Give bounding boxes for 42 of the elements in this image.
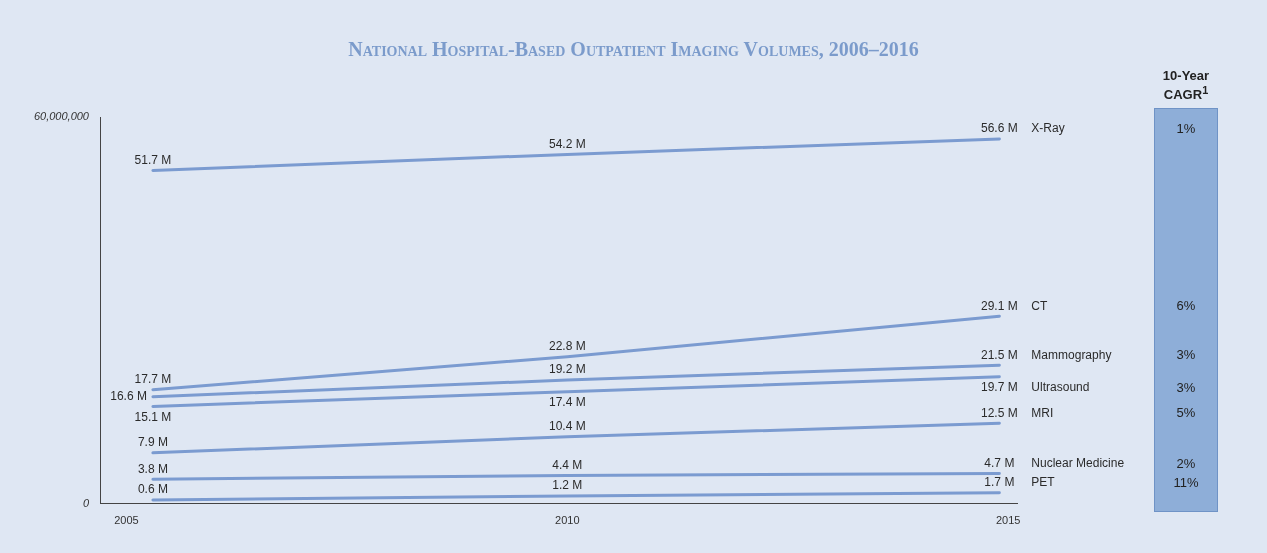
- text: 3%: [1175, 379, 1197, 395]
- text: Ultrasound: [1031, 380, 1090, 395]
- x-tick-label: 2005: [114, 514, 139, 527]
- data-label: 17.7 M: [134, 372, 172, 387]
- text: X-Ray: [1031, 121, 1065, 136]
- data-label: 19.7 M: [981, 380, 1018, 395]
- data-label: 51.7 M: [134, 152, 172, 167]
- text: 6%: [1175, 298, 1197, 314]
- text: 10-Year CAGR$^{1}$: [1161, 68, 1211, 103]
- text: Mammography: [1031, 347, 1112, 362]
- text: 1%: [1175, 120, 1197, 136]
- text: PET: [1031, 475, 1056, 490]
- y-tick-label: 0: [82, 496, 90, 509]
- data-label: 4.7 M: [984, 455, 1015, 470]
- data-label: 4.4 M: [552, 457, 583, 472]
- text: 3%: [1175, 347, 1197, 363]
- data-label: 3.8 M: [137, 461, 168, 476]
- text: Nuclear Medicine: [1031, 455, 1125, 470]
- data-label: 16.6 M: [110, 389, 147, 404]
- text: 5%: [1175, 405, 1197, 421]
- x-tick-label: 2010: [555, 514, 580, 527]
- y-tick-label: 60,000,000: [33, 110, 90, 123]
- text: CT: [1031, 298, 1049, 313]
- data-label: 10.4 M: [548, 419, 586, 434]
- data-label: 19.2 M: [548, 362, 586, 377]
- text: 2%: [1175, 455, 1197, 471]
- data-label: 29.1 M: [981, 298, 1018, 313]
- text: 11%: [1172, 474, 1200, 490]
- data-label: 1.2 M: [552, 478, 583, 493]
- data-label: 56.6 M: [981, 121, 1018, 136]
- data-label: 21.5 M: [981, 347, 1018, 362]
- data-label: 54.2 M: [548, 136, 586, 151]
- chart-title: National Hospital-Based Outpatient Imaging Volumes, 2006–2016: [347, 38, 920, 61]
- data-label: 17.4 M: [548, 394, 586, 409]
- data-label: 22.8 M: [548, 339, 586, 354]
- x-tick-label: 2015: [995, 514, 1021, 527]
- text: MRI: [1031, 405, 1054, 420]
- data-label: 0.6 M: [137, 482, 168, 497]
- data-label: 7.9 M: [137, 435, 168, 450]
- data-label: 12.5 M: [981, 405, 1018, 420]
- data-label: 15.1 M: [134, 409, 172, 424]
- data-label: 1.7 M: [984, 475, 1015, 490]
